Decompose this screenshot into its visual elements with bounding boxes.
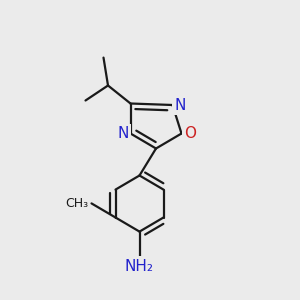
Text: CH₃: CH₃: [65, 197, 88, 210]
Text: N: N: [174, 98, 185, 112]
Text: O: O: [184, 126, 196, 141]
Text: N: N: [118, 126, 129, 141]
Text: NH₂: NH₂: [125, 259, 154, 274]
